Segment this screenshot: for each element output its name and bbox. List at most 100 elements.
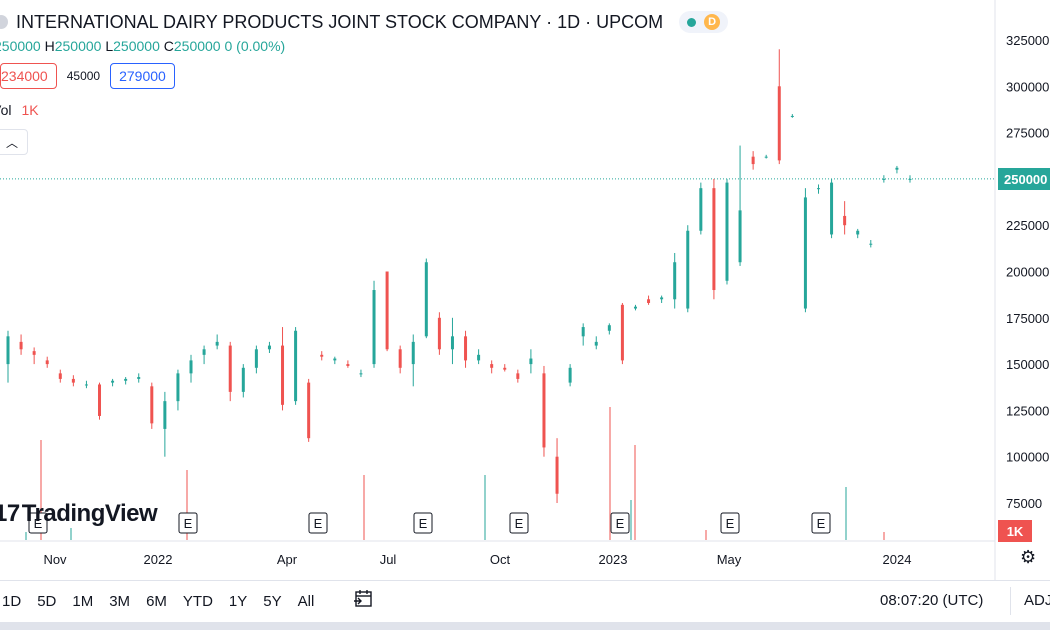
timeframe-3m[interactable]: 3M xyxy=(109,592,131,610)
earnings-marker-label: E xyxy=(515,516,524,531)
candle-body xyxy=(777,86,781,161)
candle-body xyxy=(84,384,88,386)
low-value: 250000 xyxy=(113,38,160,54)
candle-body xyxy=(385,271,389,350)
high-label: H xyxy=(44,38,55,54)
earnings-marker xyxy=(178,512,198,534)
earnings-marker xyxy=(720,512,740,534)
timeframe-1y[interactable]: 1Y xyxy=(228,592,248,610)
market-open-icon xyxy=(687,17,697,27)
timeframe-ytd[interactable]: YTD xyxy=(182,592,213,610)
timeframe-1d[interactable]: 1D xyxy=(2,592,22,610)
x-tick-label: 2023 xyxy=(599,552,628,567)
x-tick-label: Oct xyxy=(490,552,511,567)
collapse-legend-button[interactable]: ︿ xyxy=(0,129,28,155)
sell-button[interactable]: 234000 xyxy=(0,63,57,89)
spread-value: 45000 xyxy=(66,69,101,83)
candle-body xyxy=(764,156,768,158)
candle-body xyxy=(215,341,219,346)
earnings-marker-label: E xyxy=(817,516,826,531)
ohlc-legend: 250000 H250000 L250000 C250000 0 (0.00%) xyxy=(0,38,285,54)
candle-body xyxy=(633,306,637,309)
y-tick-label: 300000 xyxy=(1006,79,1049,94)
candle-body xyxy=(751,156,755,165)
earnings-marker-label: E xyxy=(726,516,735,531)
candle-body xyxy=(111,380,115,383)
candle-body xyxy=(137,377,141,379)
candle-body xyxy=(228,345,232,392)
candle-body xyxy=(738,210,742,263)
last-volume-tag: 1K xyxy=(998,520,1032,542)
candle-body xyxy=(437,317,441,350)
candle-body xyxy=(542,373,546,448)
watermark-text: TradingView xyxy=(21,500,158,527)
candle-body xyxy=(594,341,598,346)
candle-body xyxy=(856,230,860,235)
calendar-range-icon[interactable] xyxy=(352,588,374,615)
buy-button[interactable]: 279000 xyxy=(110,63,175,89)
open-value: 250000 xyxy=(0,38,41,54)
candle-body xyxy=(895,167,899,170)
x-tick-label: 2024 xyxy=(883,552,912,567)
candle-body xyxy=(19,341,23,350)
candle-body xyxy=(607,325,611,331)
chevron-up-icon: ︿ xyxy=(5,135,18,150)
candle-body xyxy=(71,378,75,383)
timeframe-all[interactable]: All xyxy=(297,592,315,610)
candle-body xyxy=(241,367,245,392)
tradingview-watermark[interactable]: 17 TradingView xyxy=(0,500,158,528)
settings-gear-icon[interactable]: ⚙ xyxy=(1020,547,1037,567)
earnings-marker xyxy=(413,512,433,534)
candle-body xyxy=(150,386,154,424)
volume-bar xyxy=(609,407,611,540)
candle-body xyxy=(790,115,794,117)
volume-bar xyxy=(25,532,27,540)
toolbar-divider xyxy=(1010,587,1011,615)
close-label: C xyxy=(163,38,174,54)
adj-button[interactable]: ADJ xyxy=(1024,592,1050,609)
candle-body xyxy=(372,290,376,365)
status-badge: D xyxy=(704,14,721,30)
timeframe-6m[interactable]: 6M xyxy=(146,592,167,610)
volume-bar xyxy=(845,487,847,540)
candle-body xyxy=(660,297,664,300)
market-status[interactable]: D xyxy=(679,11,729,33)
price-chart[interactable]: 325000 300000 275000 250000 225000 200000 1750… xyxy=(0,0,1050,580)
candle-body xyxy=(529,358,533,365)
candle-body xyxy=(568,367,572,383)
candle-body xyxy=(725,182,729,281)
candle-body xyxy=(908,178,912,180)
volume-bar xyxy=(705,530,707,540)
utc-clock[interactable]: 08:07:20 (UTC) xyxy=(880,592,984,609)
timeframe-1m[interactable]: 1M xyxy=(72,592,94,610)
volume-bar xyxy=(630,500,632,540)
candle-body xyxy=(202,349,206,355)
candle-body xyxy=(163,401,167,429)
y-tick-label: 225000 xyxy=(1006,218,1049,233)
volume-label: Vol xyxy=(0,102,12,118)
candle-body xyxy=(359,373,363,375)
candle-body xyxy=(477,354,481,361)
volume-legend[interactable]: Vol 1K xyxy=(0,102,39,118)
volume-bar xyxy=(484,475,486,540)
timeframe-5d[interactable]: 5D xyxy=(37,592,57,610)
x-tick-label: Apr xyxy=(277,552,298,567)
earnings-marker-label: E xyxy=(616,516,625,531)
earnings-marker-label: E xyxy=(184,516,193,531)
candle-body xyxy=(320,354,324,357)
earnings-marker xyxy=(509,512,529,534)
candle-body xyxy=(555,456,559,494)
timeframe-5y[interactable]: 5Y xyxy=(263,592,282,610)
change-value: 0 (0.00%) xyxy=(224,38,286,54)
candle-body xyxy=(124,378,128,381)
earnings-marker-label: E xyxy=(419,516,428,531)
candle-body xyxy=(281,345,285,405)
volume-bar xyxy=(40,440,42,540)
y-tick-label: 150000 xyxy=(1006,357,1049,372)
candle-body xyxy=(712,188,716,291)
x-tick-label: May xyxy=(717,552,742,567)
candle-body xyxy=(450,336,454,350)
candle-body xyxy=(45,360,49,365)
x-tick-label: Nov xyxy=(43,552,67,567)
candle-body xyxy=(346,364,350,366)
